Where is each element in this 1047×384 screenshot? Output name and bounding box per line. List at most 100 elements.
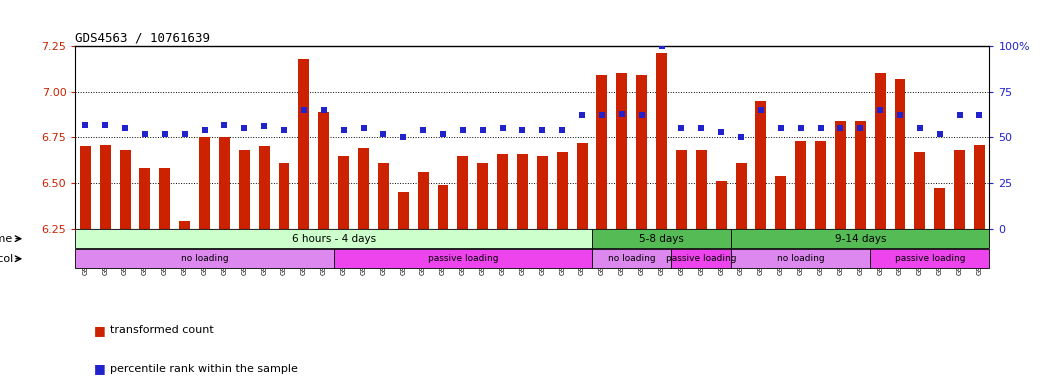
Bar [756,101,766,228]
Point [116,125,133,131]
Bar [398,192,408,228]
Bar [954,150,965,228]
Point [514,127,531,133]
Point [952,113,968,119]
Point [693,125,710,131]
Bar [815,141,826,228]
Bar [259,146,270,228]
Bar [617,73,627,228]
Point [972,113,988,119]
Text: transformed count: transformed count [110,325,214,335]
Point [96,121,113,127]
Point [196,127,213,133]
Bar [914,152,926,228]
Text: ■: ■ [94,362,106,375]
Bar [592,249,671,268]
Bar [671,249,731,268]
Point [494,125,511,131]
Bar [874,73,886,228]
Bar [438,185,448,228]
Point [275,127,292,133]
Point [534,127,551,133]
Bar [656,53,667,228]
Bar [159,169,171,228]
Text: time: time [0,234,14,244]
Bar [637,75,647,228]
Point [773,125,789,131]
Bar [597,75,607,228]
Bar [334,249,592,268]
Bar [318,112,329,228]
Point [832,125,849,131]
Text: 5-8 days: 5-8 days [639,234,684,244]
Point [633,113,650,119]
Point [892,113,909,119]
Bar [199,137,210,228]
Text: no loading: no loading [181,254,228,263]
Bar [834,121,846,228]
Text: ■: ■ [94,324,106,337]
Bar [557,152,567,228]
Bar [477,163,488,228]
Point [872,107,889,113]
Point [812,125,829,131]
Bar [139,169,151,228]
Point [315,107,332,113]
Point [76,121,93,127]
Point [713,129,730,135]
Bar [458,156,468,228]
Point [594,113,610,119]
Point [335,127,352,133]
Point [932,131,949,137]
Point [454,127,471,133]
Point [216,121,232,127]
Text: no loading: no loading [777,254,824,263]
Text: percentile rank within the sample: percentile rank within the sample [110,364,297,374]
Point [156,131,173,137]
Text: passive loading: passive loading [427,254,498,263]
Bar [75,249,334,268]
Bar [517,154,528,228]
Bar [934,189,945,228]
Bar [731,249,870,268]
Point [136,131,153,137]
Point [255,123,272,129]
Bar [179,221,191,228]
Point [733,134,750,141]
Bar [854,121,866,228]
Point [355,125,372,131]
Bar [298,59,309,228]
Point [912,125,929,131]
Bar [279,163,289,228]
Point [653,43,670,49]
Point [852,125,869,131]
Bar [119,150,131,228]
Point [474,127,491,133]
Text: passive loading: passive loading [666,254,736,263]
Bar [736,163,747,228]
Bar [894,79,906,228]
Bar [870,249,989,268]
Bar [577,143,587,228]
Point [176,131,193,137]
Point [554,127,571,133]
Bar [378,163,388,228]
Bar [99,145,111,228]
Point [753,107,770,113]
Bar [537,156,548,228]
Bar [497,154,508,228]
Text: no loading: no loading [608,254,655,263]
Bar [676,150,687,228]
Point [574,113,591,119]
Point [673,125,690,131]
Bar [338,156,349,228]
Point [395,134,411,141]
Point [236,125,252,131]
Bar [75,229,592,248]
Bar [731,229,989,248]
Bar [80,146,91,228]
Bar [776,176,786,228]
Bar [358,148,369,228]
Bar [592,229,731,248]
Text: passive loading: passive loading [894,254,965,263]
